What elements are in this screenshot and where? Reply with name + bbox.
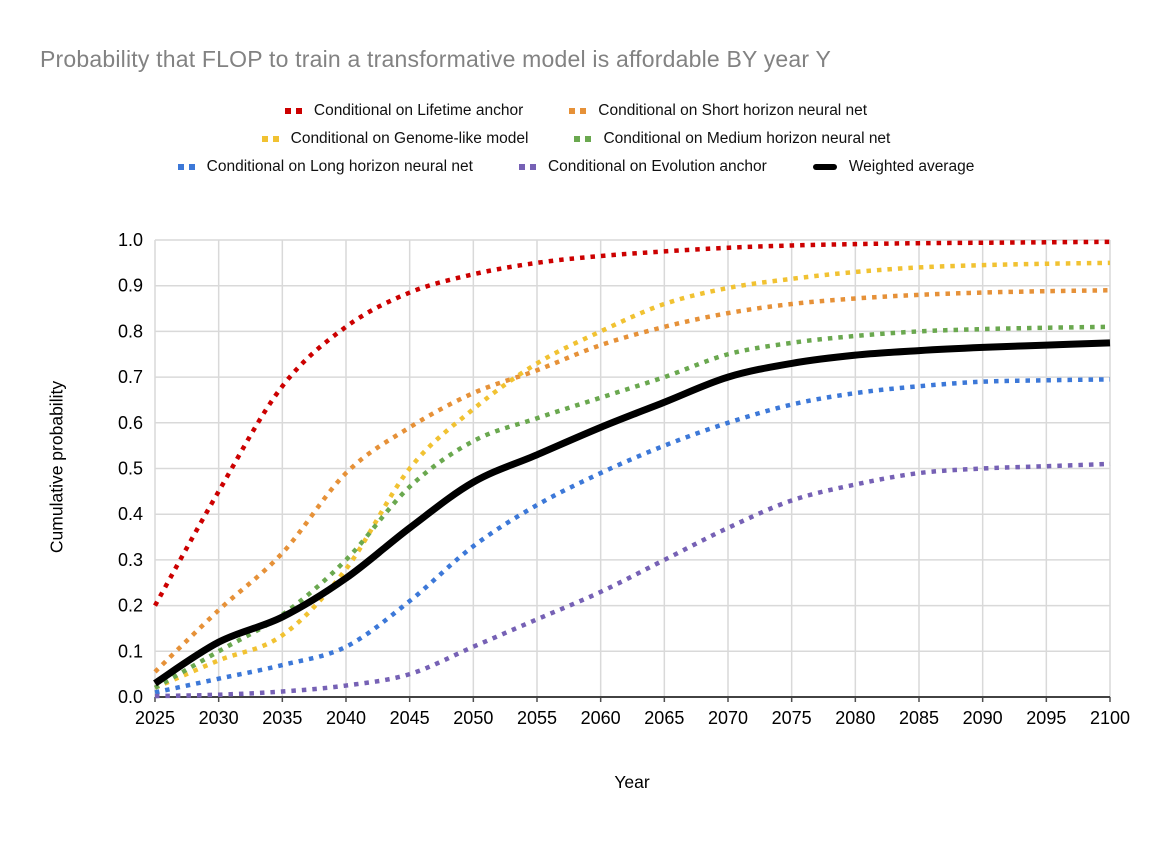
x-tick-label: 2050 — [453, 708, 493, 728]
y-tick-label: 0.2 — [118, 596, 143, 616]
x-tick-label: 2085 — [899, 708, 939, 728]
y-tick-label: 0.4 — [118, 504, 143, 524]
legend-label: Conditional on Medium horizon neural net — [603, 130, 891, 147]
dotted-line-swatch-icon — [518, 164, 536, 170]
series-line-weighted-average — [153, 339, 1111, 687]
legend-item-conditional-on-evolution-anchor: Conditional on Evolution anchor — [518, 158, 767, 176]
legend-item-weighted-average: Weighted average — [812, 158, 975, 176]
legend-label: Conditional on Short horizon neural net — [598, 102, 868, 119]
legend-row-3: Conditional on Long horizon neural net Co… — [0, 158, 1152, 176]
dotted-line-swatch-icon — [177, 164, 195, 170]
series-line-conditional-on-long-horizon-neural-net — [154, 377, 1111, 695]
x-tick-label: 2030 — [199, 708, 239, 728]
legend-item-conditional-on-medium-horizon-neural-net: Conditional on Medium horizon neural net — [574, 130, 890, 148]
y-tick-label: 0.3 — [118, 550, 143, 570]
dotted-line-swatch-icon — [261, 136, 279, 142]
y-tick-label: 0.6 — [118, 413, 143, 433]
y-tick-label: 0.1 — [118, 641, 143, 661]
x-tick-label: 2055 — [517, 708, 557, 728]
x-tick-label: 2045 — [390, 708, 430, 728]
series-line-conditional-on-genome-like-model — [154, 260, 1111, 690]
series-line-conditional-on-evolution-anchor — [154, 461, 1111, 699]
series-line-conditional-on-lifetime-anchor — [153, 239, 1111, 607]
solid-line-swatch-icon — [812, 164, 837, 170]
y-tick-label: 1.0 — [118, 230, 143, 250]
legend-label: Conditional on Lifetime anchor — [313, 102, 524, 119]
dotted-line-swatch-icon — [569, 108, 587, 114]
dotted-line-swatch-icon — [574, 136, 592, 142]
x-tick-label: 2070 — [708, 708, 748, 728]
x-tick-label: 2040 — [326, 708, 366, 728]
dotted-line-swatch-icon — [284, 108, 302, 114]
y-tick-label: 0.8 — [118, 321, 143, 341]
legend-row-1: Conditional on Lifetime anchor Conditiona… — [0, 102, 1152, 120]
series-line-conditional-on-medium-horizon-neural-net — [153, 324, 1111, 690]
x-tick-label: 2080 — [835, 708, 875, 728]
legend-row-2: Conditional on Genome-like model Conditio… — [0, 130, 1152, 148]
x-tick-label: 2090 — [963, 708, 1003, 728]
y-tick-label: 0.5 — [118, 459, 143, 479]
x-tick-label: 2075 — [772, 708, 812, 728]
legend-item-conditional-on-lifetime-anchor: Conditional on Lifetime anchor — [284, 102, 524, 120]
x-tick-label: 2025 — [135, 708, 175, 728]
y-tick-label: 0.0 — [118, 687, 143, 707]
x-tick-label: 2060 — [581, 708, 621, 728]
legend-label: Conditional on Evolution anchor — [547, 158, 767, 175]
x-tick-label: 2095 — [1026, 708, 1066, 728]
legend-item-conditional-on-long-horizon-neural-net: Conditional on Long horizon neural net — [177, 158, 473, 176]
y-tick-label: 0.7 — [118, 367, 143, 387]
x-axis-title: Year — [614, 772, 650, 792]
legend-item-conditional-on-short-horizon-neural-net: Conditional on Short horizon neural net — [569, 102, 867, 120]
x-tick-label: 2065 — [644, 708, 684, 728]
legend-label: Conditional on Long horizon neural net — [206, 158, 473, 175]
x-tick-label: 2035 — [262, 708, 302, 728]
chart-legend: Conditional on Lifetime anchor Conditiona… — [0, 102, 1152, 176]
chart-title: Probability that FLOP to train a transfo… — [40, 46, 831, 72]
legend-label: Conditional on Genome-like model — [290, 130, 529, 147]
legend-item-conditional-on-genome-like-model: Conditional on Genome-like model — [261, 130, 529, 148]
x-tick-label: 2100 — [1090, 708, 1130, 728]
y-tick-label: 0.9 — [118, 276, 143, 296]
legend-label: Weighted average — [848, 158, 975, 175]
